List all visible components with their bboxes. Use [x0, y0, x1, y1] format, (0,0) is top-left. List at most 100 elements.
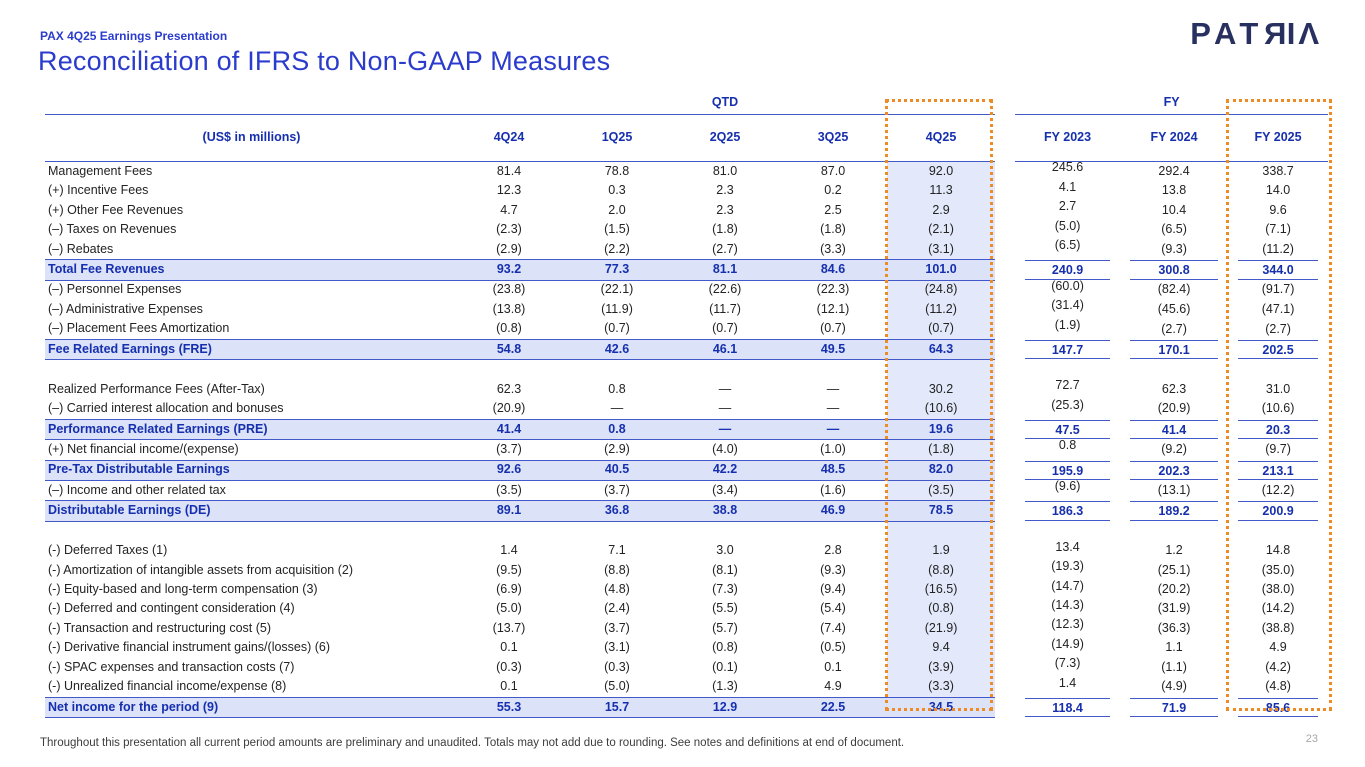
spacer-cell — [563, 521, 671, 541]
cell: 9.4 — [887, 638, 996, 658]
gap-cell — [995, 541, 1015, 560]
row-label: (–) Carried interest allocation and bonu… — [48, 401, 284, 416]
cell: 15.7 — [563, 696, 671, 719]
table-row: Realized Performance Fees (After-Tax) 62.… — [45, 378, 1328, 400]
spacer-cell — [45, 85, 455, 115]
cell: 30.2 — [887, 379, 996, 400]
cell: 78.8 — [604, 163, 630, 178]
gap-cell — [995, 521, 1015, 541]
row-label: (-) Deferred Taxes (1) — [48, 543, 168, 558]
cell-value: 13.4 — [1055, 539, 1080, 554]
column-header: FY 2023 — [1015, 114, 1121, 162]
cell: (11.2) — [887, 300, 996, 320]
spacer-cell — [1120, 360, 1228, 380]
cell: (47.1) — [1261, 301, 1295, 316]
cell: 213.1 — [1228, 460, 1328, 480]
logo-letter: I — [1286, 16, 1299, 51]
cell-value: 118.4 — [1025, 697, 1111, 718]
row-label: (+) Other Fee Revenues — [48, 202, 184, 217]
row-label: (+) Incentive Fees — [48, 183, 149, 198]
cell: (11.7) — [709, 301, 741, 316]
cell: 41.4 — [455, 418, 563, 441]
table-row: (+) Net financial income/(expense) (3.7) (… — [45, 439, 1328, 461]
cell: 31.0 — [1265, 381, 1291, 396]
cell: (1.8) — [712, 222, 738, 237]
row-label: (-) Unrealized financial income/expense … — [48, 679, 287, 694]
cell: 0.1 — [500, 679, 518, 694]
table-row: (-) Deferred and contingent consideratio… — [45, 597, 1328, 620]
cell: 292.4 — [1158, 163, 1190, 178]
cell: — — [826, 401, 840, 416]
row-label: (–) Rebates — [48, 241, 114, 256]
gap-cell — [995, 201, 1015, 220]
cell-value: 170.1 — [1130, 339, 1219, 360]
spacer-cell — [1228, 521, 1328, 541]
cell-value: (14.3) — [1051, 597, 1084, 612]
column-header: 2Q25 — [671, 114, 779, 162]
cell: (3.4) — [712, 482, 738, 497]
cell: (14.2) — [1261, 601, 1295, 616]
cell-value: 202.3 — [1130, 460, 1219, 480]
cell: 84.6 — [779, 259, 887, 281]
column-header: FY 2025 — [1228, 114, 1329, 162]
cell: (91.7) — [1261, 282, 1295, 297]
cell: 0.8 — [563, 418, 671, 441]
cell: 87.0 — [820, 163, 846, 178]
cell: (31.4) — [1015, 299, 1120, 319]
cell: (3.7) — [496, 441, 522, 456]
spacer-cell — [779, 360, 887, 380]
cell: 42.2 — [671, 459, 779, 482]
cell: 0.8 — [608, 381, 626, 396]
spacer-cell — [45, 360, 455, 380]
cell: (25.1) — [1157, 562, 1191, 577]
column-header: 1Q25 — [563, 114, 671, 162]
cell: 101.0 — [887, 259, 996, 281]
cell: (1.8) — [887, 439, 996, 461]
cell: — — [779, 418, 887, 441]
row-label: (-) Equity-based and long-term compensat… — [48, 582, 318, 597]
cell: (3.5) — [496, 482, 522, 497]
gap-cell — [995, 162, 1015, 182]
table-row: Performance Related Earnings (PRE) 41.4 0.… — [45, 418, 1328, 441]
cell: 4.7 — [500, 202, 518, 217]
cell: (5.4) — [820, 601, 846, 616]
cell: 34.5 — [887, 696, 996, 719]
row-label: Realized Performance Fees (After-Tax) — [48, 381, 265, 396]
cell: (0.8) — [712, 640, 738, 655]
table-row: Pre-Tax Distributable Earnings 92.6 40.5 42… — [45, 459, 1328, 482]
cell: 85.6 — [1228, 697, 1328, 718]
table-row: (-) Amortization of intangible assets fr… — [45, 559, 1328, 581]
cell-value: 245.6 — [1051, 160, 1084, 175]
cell: (3.7) — [604, 620, 630, 635]
row-label: (-) SPAC expenses and transaction costs … — [48, 659, 295, 674]
cell: (7.3) — [1015, 657, 1120, 677]
cell: 0.1 — [500, 640, 518, 655]
cell: — — [718, 401, 732, 416]
gap-cell — [995, 85, 1015, 115]
cell: 300.8 — [1120, 260, 1228, 280]
spacer-cell — [1120, 521, 1228, 541]
cell-value: 2.7 — [1058, 199, 1077, 214]
cell: (2.7) — [712, 241, 738, 256]
row-label: (+) Net financial income/(expense) — [48, 441, 239, 456]
table-row — [45, 359, 1328, 380]
row-label: (–) Placement Fees Amortization — [48, 321, 230, 336]
row-label: Fee Related Earnings (FRE) — [45, 338, 455, 361]
cell: 62.3 — [1161, 381, 1187, 396]
row-label: Management Fees — [48, 163, 153, 178]
gap-cell — [995, 300, 1015, 319]
cell-value: (9.6) — [1054, 479, 1081, 494]
cell: 1.4 — [500, 543, 518, 558]
cell: 0.1 — [824, 659, 842, 674]
cell: (9.3) — [1161, 241, 1187, 256]
cell: (4.9) — [1161, 679, 1187, 694]
cell: (60.0) — [1015, 279, 1120, 300]
logo-letter: P — [1190, 16, 1214, 51]
cell: (4.8) — [1265, 679, 1291, 694]
cell: 2.8 — [824, 543, 842, 558]
cell: 344.0 — [1228, 260, 1328, 280]
gap-cell — [995, 260, 1015, 280]
disclaimer-text: Throughout this presentation all current… — [40, 737, 905, 749]
cell-value: (14.7) — [1051, 578, 1084, 593]
cell: (11.9) — [601, 301, 633, 316]
